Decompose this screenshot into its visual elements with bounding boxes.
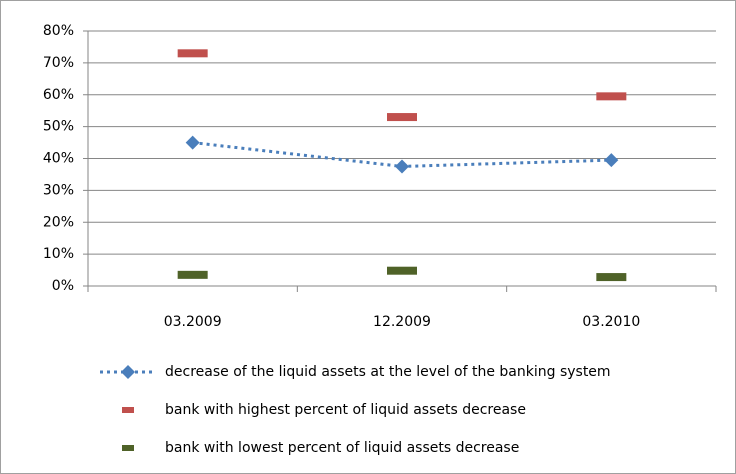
legend-marker	[122, 445, 134, 451]
data-point	[395, 159, 409, 174]
legend-marker	[122, 407, 134, 413]
y-tick-label: 30%	[43, 182, 74, 198]
y-tick-label: 10%	[43, 246, 74, 262]
legend-label: bank with highest percent of liquid asse…	[165, 402, 526, 418]
legend-marker	[121, 365, 135, 379]
data-point	[604, 153, 619, 168]
y-tick-label: 40%	[43, 151, 74, 167]
y-tick-label: 80%	[43, 23, 74, 39]
y-tick-label: 20%	[43, 214, 74, 230]
y-tick-label: 50%	[43, 119, 74, 135]
data-point	[177, 49, 208, 58]
y-tick-label: 60%	[43, 87, 74, 103]
x-tick-label: 12.2009	[373, 314, 431, 330]
y-tick-label: 70%	[43, 55, 74, 71]
data-point	[185, 135, 200, 150]
data-point	[387, 266, 417, 275]
x-tick-label: 03.2010	[582, 314, 640, 330]
x-tick-label: 03.2009	[164, 314, 222, 330]
y-tick-label: 0%	[52, 278, 74, 294]
data-point	[387, 113, 417, 122]
legend-label: bank with lowest percent of liquid asset…	[165, 440, 519, 456]
data-point	[177, 270, 208, 279]
data-point	[596, 92, 627, 101]
data-point	[596, 273, 627, 282]
legend-label: decrease of the liquid assets at the lev…	[165, 364, 611, 380]
